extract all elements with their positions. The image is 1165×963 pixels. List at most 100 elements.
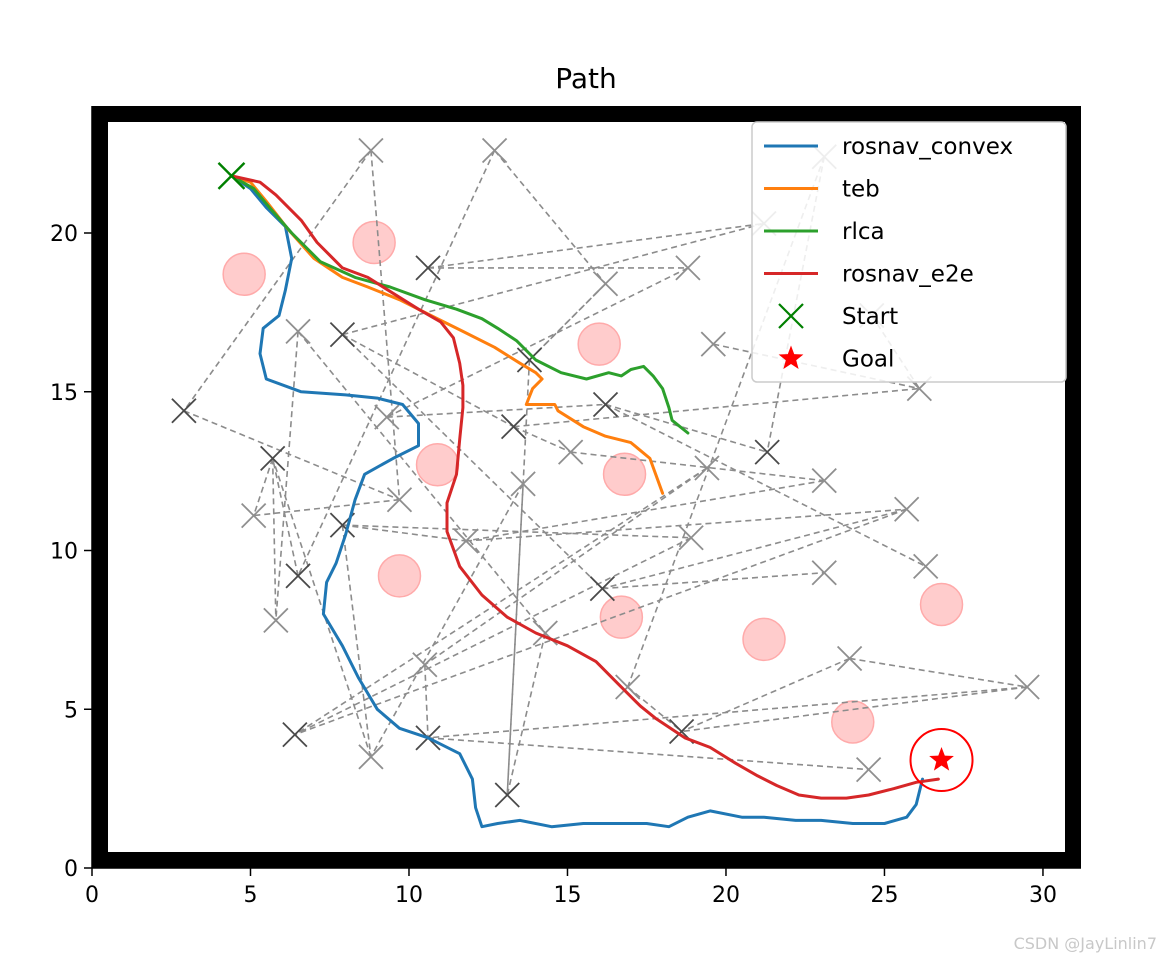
waypoint-link-13 — [297, 330, 546, 634]
waypoint-link-40 — [627, 686, 683, 733]
x-tick-label-25: 25 — [870, 883, 898, 908]
waypoint-marker-12 — [171, 398, 197, 424]
series-line-rosnav_convex — [230, 174, 924, 829]
waypoint-marker-38 — [1014, 674, 1040, 700]
waypoint-marker-26 — [453, 528, 479, 554]
legend-entry-Goal: Goal — [778, 345, 894, 373]
y-tick-label-15: 15 — [50, 381, 78, 406]
legend-entry-rlca: rlca — [764, 219, 885, 245]
series-line-rlca — [230, 174, 690, 435]
x-tick-label-0: 0 — [85, 883, 99, 908]
chart-title: Path — [555, 62, 617, 95]
waypoint-marker-27 — [678, 525, 704, 551]
waypoint-marker-22 — [694, 455, 720, 481]
legend-entry-teb: teb — [764, 177, 880, 203]
waypoint-link-25 — [253, 498, 400, 517]
waypoint-marker-8 — [285, 318, 311, 345]
waypoint-marker-21 — [510, 471, 536, 497]
waypoint-marker-20 — [386, 487, 413, 513]
waypoint-link-28 — [424, 467, 708, 666]
waypoint-link-2 — [493, 149, 607, 285]
waypoint-link-21 — [605, 403, 768, 453]
waypoint-marker-14 — [500, 414, 527, 440]
waypoint-link-39 — [424, 664, 429, 738]
waypoint-link-37 — [602, 571, 825, 590]
waypoint-marker-24 — [241, 502, 267, 529]
obstacle-3 — [415, 443, 460, 487]
obstacles — [222, 220, 964, 744]
waypoint-link-23 — [252, 458, 274, 516]
waypoint-link-36 — [602, 508, 907, 590]
x-tick-label-20: 20 — [712, 883, 740, 908]
waypoint-marker-1 — [481, 137, 508, 164]
waypoint-marker-32 — [811, 560, 837, 586]
waypoint-link-26 — [370, 483, 524, 758]
legend-label-Goal: Goal — [842, 347, 894, 373]
waypoint-link-29 — [294, 467, 708, 736]
x-tick-label-15: 15 — [553, 883, 581, 908]
waypoint-marker-37 — [836, 645, 863, 672]
waypoint-marker-10 — [516, 347, 543, 373]
waypoint-link-46 — [506, 359, 531, 796]
waypoint-marker-28 — [894, 496, 920, 522]
waypoint-link-15 — [341, 334, 603, 590]
y-tick-label-5: 5 — [64, 698, 78, 723]
x-tick-label-30: 30 — [1029, 883, 1057, 908]
goal-marker — [929, 747, 954, 771]
waypoint-link-1 — [370, 150, 401, 500]
waypoint-link-8 — [342, 222, 765, 336]
waypoint-marker-29 — [913, 553, 939, 580]
waypoint-marker-33 — [263, 607, 289, 633]
waypoint-link-31 — [342, 524, 467, 542]
waypoint-link-19 — [513, 387, 920, 428]
waypoint-link-44 — [427, 737, 869, 771]
waypoint-link-48 — [528, 283, 607, 361]
waypoint-link-14 — [342, 333, 514, 428]
waypoint-link-45 — [271, 458, 372, 758]
legend-label-Start: Start — [842, 304, 898, 330]
waypoint-link-33 — [341, 525, 372, 757]
obstacle-7 — [742, 617, 786, 662]
legend-label-rosnav_convex: rosnav_convex — [842, 134, 1013, 160]
obstacle-5 — [377, 554, 422, 598]
waypoint-link-32 — [342, 524, 692, 539]
waypoint-marker-39 — [282, 722, 308, 748]
waypoint-marker-18 — [754, 439, 780, 465]
waypoint-link-4 — [427, 222, 765, 269]
waypoint-marker-42 — [358, 744, 384, 770]
obstacle-8 — [919, 582, 964, 627]
waypoint-marker-36 — [615, 674, 641, 700]
waypoint-link-42 — [681, 686, 1028, 733]
obstacle-6 — [599, 595, 644, 639]
y-tick-label-20: 20 — [50, 222, 78, 247]
waypoint-marker-35 — [412, 652, 438, 678]
legend-swatch-start — [778, 303, 804, 329]
waypoint-link-30 — [465, 479, 825, 542]
waypoint-link-24 — [271, 458, 277, 621]
waypoint-link-18 — [386, 403, 606, 418]
waypoint-marker-3 — [592, 271, 619, 297]
waypoint-link-0 — [183, 149, 372, 412]
x-tick-label-5: 5 — [243, 883, 257, 908]
waypoint-marker-13 — [374, 404, 400, 430]
legend-label-rlca: rlca — [842, 219, 885, 245]
waypoint-marker-30 — [285, 563, 311, 589]
x-axis: 0 5 10 15 20 25 30 — [85, 867, 1081, 908]
legend-entry-rosnav_e2e: rosnav_e2e — [764, 262, 974, 288]
waypoints — [171, 137, 1040, 808]
waypoint-link-35 — [294, 537, 692, 736]
y-axis: 0 5 10 15 20 — [50, 106, 93, 882]
waypoint-link-12 — [275, 331, 299, 621]
waypoint-marker-0 — [358, 137, 384, 164]
waypoint-link-47 — [570, 451, 825, 482]
goal-radius-circle — [909, 728, 974, 793]
waypoint-marker-9 — [329, 321, 356, 348]
waypoint-link-7 — [386, 267, 689, 418]
waypoint-link-34 — [465, 508, 907, 542]
legend-box — [751, 121, 1067, 383]
waypoint-marker-2 — [415, 255, 441, 281]
waypoint-marker-17 — [558, 439, 584, 465]
waypoint-link-17 — [183, 410, 400, 501]
obstacle-9 — [831, 700, 875, 744]
